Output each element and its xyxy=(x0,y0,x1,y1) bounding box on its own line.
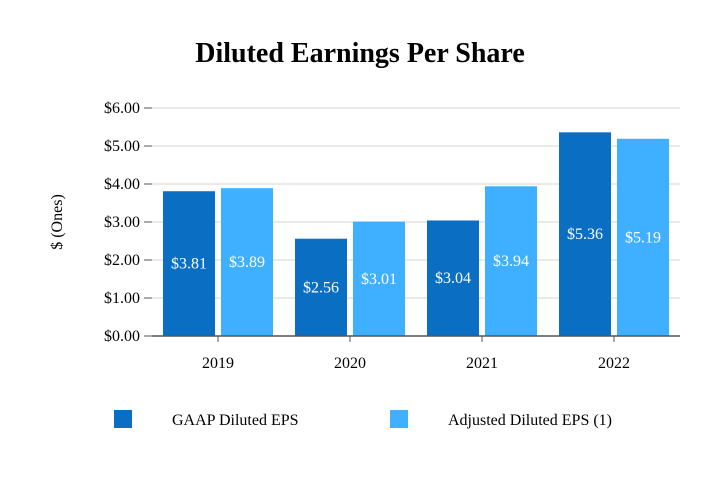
bar xyxy=(221,188,273,336)
x-axis-ticks: 2019 2020 2021 2022 xyxy=(202,336,630,372)
bars: $3.81 $3.89 $2.56 $3.01 $3.04 $3.94 $5.36 $5.19 xyxy=(163,132,669,336)
bar xyxy=(559,132,611,336)
y-tick-label: $4.00 xyxy=(104,176,140,193)
data-label: $3.81 xyxy=(171,256,207,273)
legend: GAAP Diluted EPS Adjusted Diluted EPS (1) xyxy=(114,410,612,429)
y-tick-label: $0.00 xyxy=(104,328,140,345)
x-tick-label: 2021 xyxy=(466,355,498,372)
data-label: $3.01 xyxy=(361,271,397,288)
x-tick-label: 2019 xyxy=(202,355,234,372)
legend-label: GAAP Diluted EPS xyxy=(172,412,299,429)
bar xyxy=(427,220,479,336)
y-tick-label: $5.00 xyxy=(104,138,140,155)
y-axis-label: $ (Ones) xyxy=(49,194,66,250)
y-tick-label: $3.00 xyxy=(104,214,140,231)
data-label: $5.19 xyxy=(625,229,661,246)
bar xyxy=(617,138,669,336)
y-tick-label: $6.00 xyxy=(104,100,140,117)
data-label: $3.04 xyxy=(435,270,471,287)
legend-swatch xyxy=(390,410,408,428)
bar xyxy=(353,221,405,336)
data-label: $5.36 xyxy=(567,226,603,243)
y-axis-ticks: $0.00 $1.00 $2.00 $3.00 $4.00 $5.00 $6.00 xyxy=(104,100,152,345)
y-tick-label: $2.00 xyxy=(104,252,140,269)
chart-title: Diluted Earnings Per Share xyxy=(195,38,525,69)
bar xyxy=(163,191,215,336)
bar xyxy=(485,186,537,336)
legend-label: Adjusted Diluted EPS (1) xyxy=(448,412,612,429)
data-label: $3.94 xyxy=(493,253,529,270)
data-label: $2.56 xyxy=(303,279,339,296)
x-tick-label: 2020 xyxy=(334,355,366,372)
data-label: $3.89 xyxy=(229,254,265,271)
x-tick-label: 2022 xyxy=(598,355,630,372)
bar xyxy=(295,238,347,336)
y-tick-label: $1.00 xyxy=(104,290,140,307)
legend-swatch xyxy=(114,410,132,428)
